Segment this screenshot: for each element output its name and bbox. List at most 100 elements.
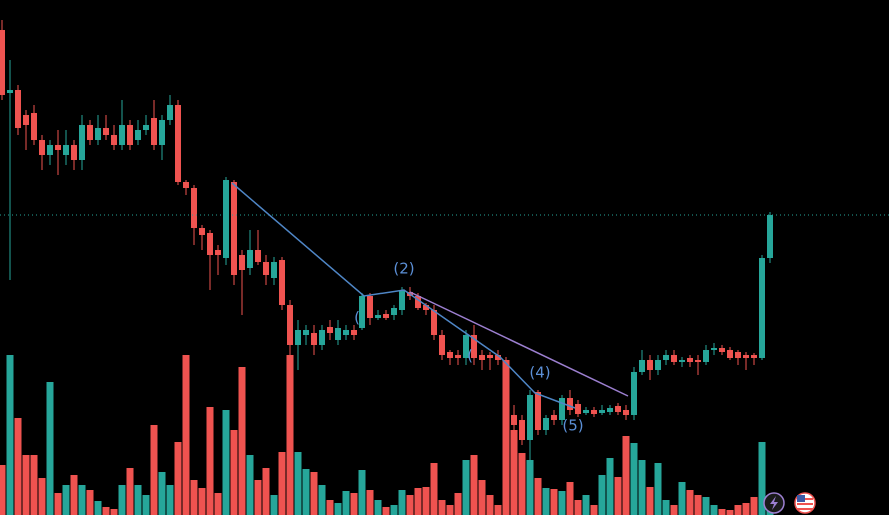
annotation-layer: (2) (4) (5) (( bbox=[354, 260, 584, 435]
volume-bar bbox=[70, 475, 78, 515]
volume-bar bbox=[318, 485, 326, 515]
candle-body bbox=[599, 410, 605, 413]
volume-bar bbox=[758, 442, 766, 515]
volume-bar bbox=[206, 407, 214, 515]
candle-body bbox=[679, 360, 685, 362]
candle-body bbox=[631, 372, 637, 415]
volume-bar bbox=[590, 505, 598, 515]
candle-body bbox=[583, 410, 589, 413]
volume-bar bbox=[150, 425, 158, 515]
candle-body bbox=[207, 233, 213, 255]
candle-body bbox=[23, 115, 29, 125]
volume-bar bbox=[694, 495, 702, 515]
volume-bar bbox=[14, 418, 22, 515]
volume-bar bbox=[198, 488, 206, 515]
candle-body bbox=[471, 335, 477, 358]
candle-body bbox=[647, 360, 653, 370]
volume-bar bbox=[30, 455, 38, 515]
volume-bar bbox=[422, 487, 430, 515]
candle-body bbox=[527, 395, 533, 440]
wave-label: ( bbox=[354, 309, 360, 327]
candle-body bbox=[15, 90, 21, 128]
candle-body bbox=[343, 330, 349, 335]
candle-body bbox=[751, 355, 757, 358]
volume-bar bbox=[750, 497, 758, 515]
volume-bar bbox=[22, 455, 30, 515]
candle-body bbox=[735, 352, 741, 358]
candle-body bbox=[295, 330, 301, 345]
volume-bar bbox=[374, 500, 382, 515]
volume-bar bbox=[174, 442, 182, 515]
volume-bar bbox=[254, 480, 262, 515]
volume-bar bbox=[582, 495, 590, 515]
candle-body bbox=[159, 120, 165, 145]
volume-bar bbox=[102, 507, 110, 515]
volume-bar bbox=[182, 355, 190, 515]
volume-bar bbox=[166, 485, 174, 515]
volume-bar bbox=[606, 458, 614, 515]
candle-body bbox=[359, 296, 365, 328]
candle-body bbox=[39, 140, 45, 155]
candle-body bbox=[375, 315, 381, 318]
candle-body bbox=[495, 355, 501, 360]
volume-bar bbox=[302, 469, 310, 515]
volume-bar bbox=[710, 505, 718, 515]
volume-bar bbox=[430, 463, 438, 515]
candle-body bbox=[479, 355, 485, 360]
volume-bar bbox=[686, 490, 694, 515]
candle-body bbox=[391, 308, 397, 315]
volume-bar bbox=[342, 491, 350, 515]
flag-icon[interactable] bbox=[794, 492, 816, 514]
candle-body bbox=[335, 328, 341, 340]
candle-body bbox=[271, 262, 277, 278]
candle-body bbox=[279, 260, 285, 305]
candle-body bbox=[543, 418, 549, 430]
volume-bar bbox=[446, 505, 454, 515]
candle-body bbox=[431, 310, 437, 335]
volume-bar bbox=[390, 505, 398, 515]
wave-label: ( bbox=[467, 347, 473, 365]
volume-bar bbox=[246, 455, 254, 515]
candle-body bbox=[263, 262, 269, 275]
volume-bar bbox=[494, 505, 502, 515]
candle-body bbox=[463, 335, 469, 358]
volume-bar bbox=[510, 430, 518, 515]
volume-bar bbox=[542, 488, 550, 515]
volume-bar bbox=[550, 489, 558, 515]
volume-bar bbox=[438, 500, 446, 515]
candle-body bbox=[7, 90, 13, 93]
volume-bar bbox=[270, 495, 278, 515]
candle-body bbox=[199, 228, 205, 235]
candle-body bbox=[687, 358, 693, 362]
candle-layer bbox=[0, 20, 889, 460]
candle-body bbox=[655, 360, 661, 370]
candle-body bbox=[503, 360, 509, 415]
volume-bar bbox=[142, 495, 150, 515]
volume-bar bbox=[614, 477, 622, 515]
candle-body bbox=[31, 113, 37, 140]
candle-body bbox=[615, 406, 621, 412]
candle-body bbox=[663, 355, 669, 360]
lightning-icon[interactable] bbox=[763, 492, 785, 514]
candle-body bbox=[439, 335, 445, 355]
wave-label: (2) bbox=[393, 260, 414, 278]
candle-body bbox=[143, 125, 149, 130]
volume-layer bbox=[0, 355, 774, 515]
candle-body bbox=[535, 392, 541, 430]
candle-body bbox=[519, 420, 525, 440]
candle-body bbox=[759, 258, 765, 358]
candle-body bbox=[447, 352, 453, 358]
volume-bar bbox=[670, 505, 678, 515]
candle-body bbox=[183, 182, 189, 188]
candle-body bbox=[135, 130, 141, 140]
candle-body bbox=[111, 135, 117, 145]
candle-body bbox=[127, 125, 133, 145]
candle-body bbox=[767, 215, 773, 258]
volume-bar bbox=[734, 505, 742, 515]
candle-body bbox=[671, 355, 677, 362]
candle-body bbox=[743, 355, 749, 358]
volume-bar bbox=[54, 493, 62, 515]
volume-bar bbox=[46, 382, 54, 515]
candle-body bbox=[167, 105, 173, 120]
candle-body bbox=[223, 180, 229, 258]
